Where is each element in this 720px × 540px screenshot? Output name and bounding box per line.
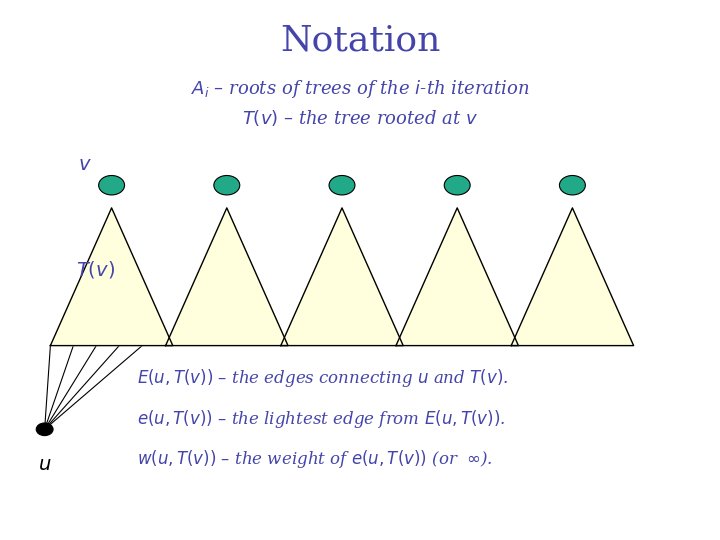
Ellipse shape	[559, 176, 585, 195]
Text: $w(u,T(v))$ – the weight of $e(u,T(v))$ (or  $\infty$).: $w(u,T(v))$ – the weight of $e(u,T(v))$ …	[137, 448, 492, 470]
Polygon shape	[166, 208, 288, 346]
Polygon shape	[396, 208, 518, 346]
Text: $v$: $v$	[78, 156, 92, 174]
Ellipse shape	[214, 176, 240, 195]
Text: $A_i$ – roots of trees of the $i$-th iteration: $A_i$ – roots of trees of the $i$-th ite…	[191, 78, 529, 100]
Text: $T(v)$: $T(v)$	[76, 260, 114, 280]
Polygon shape	[281, 208, 403, 346]
Polygon shape	[50, 208, 173, 346]
Ellipse shape	[99, 176, 125, 195]
Text: $e(u,T(v))$ – the lightest edge from $E(u,T(v))$.: $e(u,T(v))$ – the lightest edge from $E(…	[137, 408, 505, 429]
Ellipse shape	[329, 176, 355, 195]
Polygon shape	[511, 208, 634, 346]
Text: $E(u,T(v))$ – the edges connecting $u$ and $T(v)$.: $E(u,T(v))$ – the edges connecting $u$ a…	[137, 367, 508, 389]
Text: $u$: $u$	[38, 456, 51, 474]
Ellipse shape	[36, 423, 53, 436]
Text: Notation: Notation	[280, 24, 440, 57]
Text: $T(v)$ – the tree rooted at $v$: $T(v)$ – the tree rooted at $v$	[242, 107, 478, 128]
Ellipse shape	[444, 176, 470, 195]
